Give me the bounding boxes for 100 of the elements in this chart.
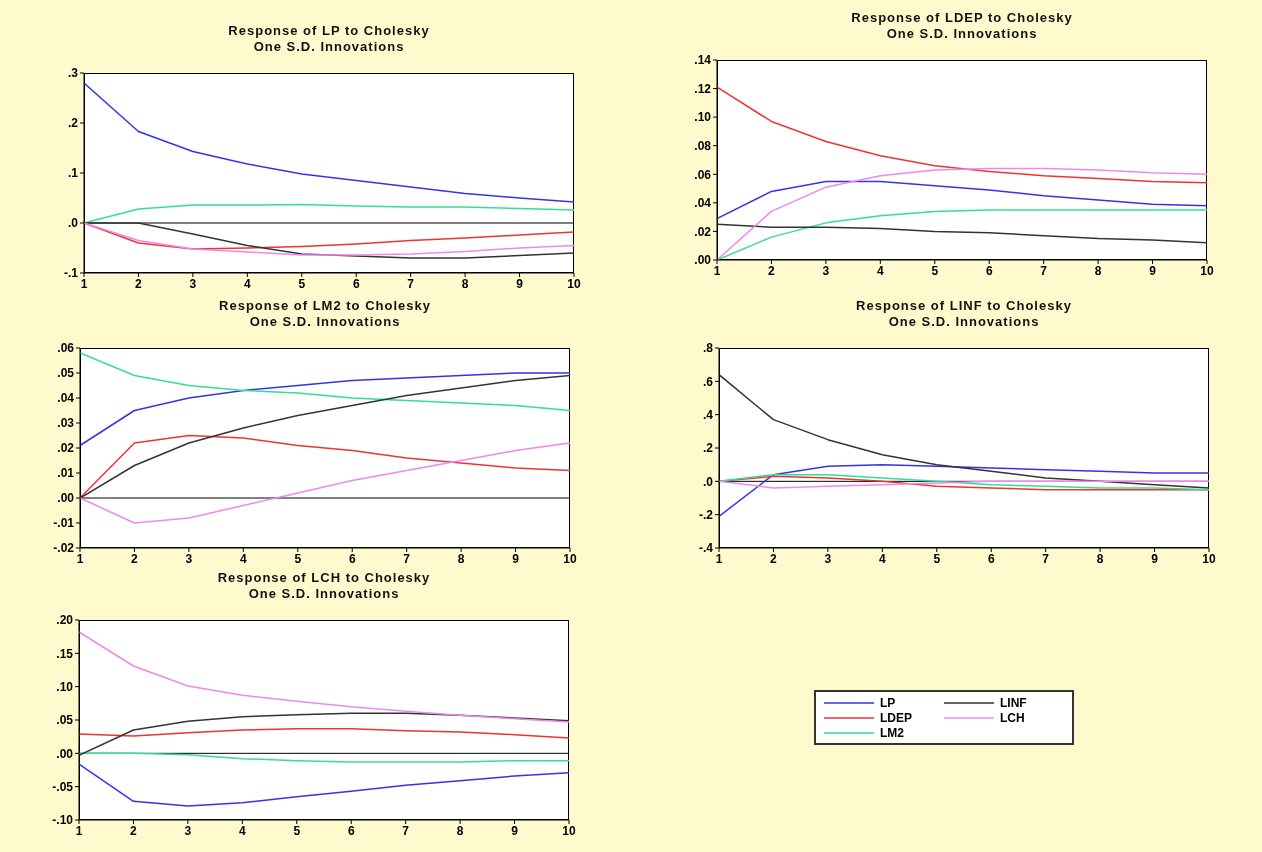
- x-tick-label: 9: [1151, 551, 1159, 566]
- y-tick-label: .12: [694, 81, 712, 96]
- x-tick-label: 10: [567, 276, 581, 291]
- x-tick-label: 2: [135, 276, 143, 291]
- x-tick-label: 3: [824, 551, 832, 566]
- x-tick-label: 4: [243, 276, 251, 291]
- x-tick-label: 9: [516, 276, 524, 291]
- x-tick-label: 8: [1094, 263, 1102, 278]
- x-tick-label: 7: [407, 276, 415, 291]
- y-tick-label: .04: [57, 391, 75, 406]
- y-tick-label: -.01: [53, 516, 75, 531]
- chart-title: Response of LM2 to Cholesky: [218, 298, 432, 314]
- y-tick-label: .3: [67, 66, 79, 81]
- y-tick-label: -.02: [53, 541, 75, 556]
- chart-subtitle: One S.D. Innovations: [248, 314, 402, 330]
- x-tick-label: 8: [461, 276, 469, 291]
- x-tick-label: 6: [985, 263, 993, 278]
- y-tick-label: .2: [67, 116, 79, 131]
- x-tick-label: 5: [294, 551, 302, 566]
- chart-title: Response of LDEP to Cholesky: [850, 10, 1074, 26]
- x-tick-label: 4: [878, 551, 886, 566]
- x-tick-label: 7: [403, 551, 411, 566]
- chart-title: Response of LINF to Cholesky: [855, 298, 1073, 314]
- y-tick-label: .2: [702, 441, 714, 456]
- y-tick-label: -.2: [698, 507, 714, 522]
- y-tick-label: -.1: [63, 266, 79, 281]
- x-tick-label: 5: [293, 823, 301, 838]
- y-tick-label: .10: [56, 679, 74, 694]
- y-tick-label: .6: [702, 374, 714, 389]
- y-tick-label: .04: [694, 196, 712, 211]
- chart-subtitle: One S.D. Innovations: [247, 586, 401, 602]
- y-tick-label: .02: [694, 224, 712, 239]
- legend-label: LP: [880, 695, 896, 710]
- x-tick-label: 6: [347, 823, 355, 838]
- y-tick-label: .15: [56, 646, 74, 661]
- chart-title: Response of LCH to Cholesky: [216, 570, 432, 586]
- y-tick-label: -.10: [52, 813, 74, 828]
- x-tick-label: 3: [185, 551, 193, 566]
- x-tick-label: 1: [715, 551, 723, 566]
- y-tick-label: .05: [57, 366, 75, 381]
- x-tick-label: 10: [563, 551, 577, 566]
- x-tick-label: 7: [402, 823, 410, 838]
- x-tick-label: 1: [713, 263, 721, 278]
- chart-title: Response of LP to Cholesky: [227, 23, 431, 39]
- legend-label: LM2: [880, 725, 904, 740]
- x-tick-label: 5: [931, 263, 939, 278]
- y-tick-label: .0: [67, 216, 79, 231]
- y-tick-label: .00: [57, 491, 75, 506]
- x-tick-label: 5: [933, 551, 941, 566]
- x-tick-label: 3: [189, 276, 197, 291]
- x-tick-label: 8: [457, 551, 465, 566]
- y-tick-label: .00: [694, 253, 712, 268]
- y-tick-label: .08: [694, 138, 712, 153]
- legend-label: LCH: [1000, 710, 1025, 725]
- y-tick-label: .0: [702, 474, 714, 489]
- x-tick-label: 10: [562, 823, 576, 838]
- legend-label: LINF: [1000, 695, 1027, 710]
- x-tick-label: 6: [348, 551, 356, 566]
- y-tick-label: .8: [702, 341, 714, 356]
- x-tick-label: 2: [768, 263, 776, 278]
- chart-subtitle: One S.D. Innovations: [885, 26, 1039, 42]
- x-tick-label: 7: [1042, 551, 1050, 566]
- y-tick-label: .05: [56, 713, 74, 728]
- x-tick-label: 3: [822, 263, 830, 278]
- x-tick-label: 9: [511, 823, 519, 838]
- x-tick-label: 3: [184, 823, 192, 838]
- x-tick-label: 2: [131, 551, 139, 566]
- y-tick-label: .02: [57, 441, 75, 456]
- x-tick-label: 1: [76, 551, 84, 566]
- y-tick-label: .06: [694, 167, 712, 182]
- x-tick-label: 9: [1149, 263, 1157, 278]
- x-tick-label: 6: [352, 276, 360, 291]
- x-tick-label: 4: [876, 263, 884, 278]
- x-tick-label: 8: [1096, 551, 1104, 566]
- x-tick-label: 10: [1200, 263, 1214, 278]
- x-tick-label: 6: [987, 551, 995, 566]
- x-tick-label: 10: [1202, 551, 1216, 566]
- x-tick-label: 7: [1040, 263, 1048, 278]
- y-tick-label: .10: [694, 110, 712, 125]
- y-tick-label: -.05: [52, 779, 74, 794]
- y-tick-label: .14: [694, 53, 712, 68]
- x-tick-label: 4: [238, 823, 246, 838]
- chart-subtitle: One S.D. Innovations: [887, 314, 1041, 330]
- legend-label: LDEP: [880, 710, 913, 725]
- x-tick-label: 2: [130, 823, 138, 838]
- y-tick-label: .1: [67, 166, 79, 181]
- x-tick-label: 1: [80, 276, 88, 291]
- y-tick-label: .20: [56, 613, 74, 628]
- y-tick-label: .06: [57, 341, 75, 356]
- x-tick-label: 1: [75, 823, 83, 838]
- x-tick-label: 9: [512, 551, 520, 566]
- x-tick-label: 4: [239, 551, 247, 566]
- y-tick-label: -.4: [698, 541, 714, 556]
- y-tick-label: .4: [702, 407, 714, 422]
- x-tick-label: 5: [298, 276, 306, 291]
- y-tick-label: .00: [56, 746, 74, 761]
- y-tick-label: .01: [57, 466, 75, 481]
- y-tick-label: .03: [57, 416, 75, 431]
- chart-subtitle: One S.D. Innovations: [252, 39, 406, 55]
- x-tick-label: 2: [770, 551, 778, 566]
